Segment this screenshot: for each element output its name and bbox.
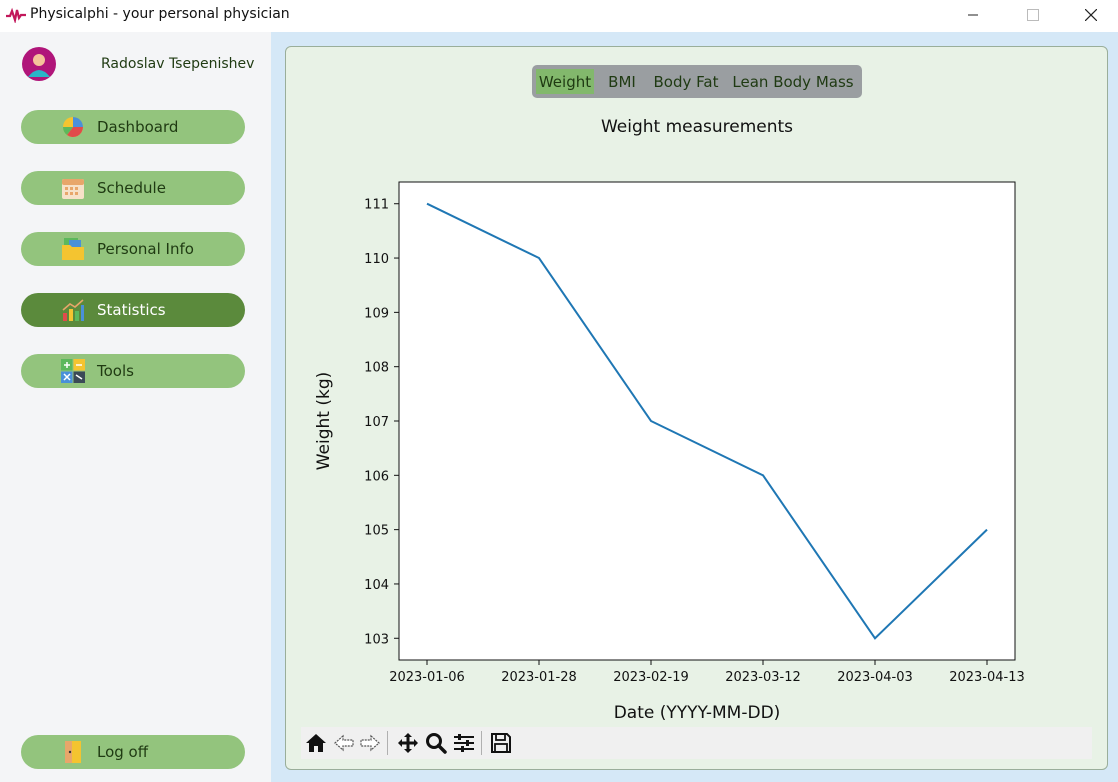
- sidebar: Radoslav Tsepenishev Dashboard Schedule …: [0, 32, 271, 782]
- window-title: Physicalphi - your personal physician: [30, 6, 290, 22]
- sidebar-item-label: Schedule: [97, 179, 166, 197]
- user-name: Radoslav Tsepenishev: [101, 56, 255, 72]
- close-icon: [1085, 9, 1097, 21]
- y-tick-label: 107: [364, 415, 389, 430]
- bar-chart-icon: [62, 299, 84, 321]
- tab-lean-body-mass[interactable]: Lean Body Mass: [732, 72, 854, 91]
- y-tick-label: 111: [364, 198, 389, 213]
- weight-chart: Weight measurements 10310410510610710810…: [314, 117, 1025, 723]
- weight-series-line: [426, 202, 988, 640]
- save-button[interactable]: [488, 731, 514, 755]
- home-icon: [306, 734, 326, 752]
- sidebar-item-schedule[interactable]: Schedule: [21, 171, 245, 205]
- door-icon: [65, 741, 81, 763]
- y-tick-label: 110: [364, 252, 389, 267]
- forward-arrow-icon: [360, 734, 380, 752]
- configure-button[interactable]: [451, 731, 477, 755]
- x-tick-label: 2023-04-13: [949, 670, 1025, 685]
- x-tick-label: 2023-03-12: [725, 670, 801, 685]
- tab-bmi[interactable]: BMI: [608, 72, 636, 91]
- sidebar-item-tools[interactable]: Tools: [21, 354, 245, 388]
- calculator-icon: [61, 359, 85, 383]
- tab-body-fat[interactable]: Body Fat: [653, 72, 719, 91]
- main-area: Weight BMI Body Fat Lean Body Mass Weigh…: [271, 32, 1118, 782]
- pie-chart-icon: [63, 117, 83, 137]
- plot-area: [398, 181, 1016, 661]
- zoom-button[interactable]: [423, 731, 449, 755]
- configure-icon: [454, 734, 474, 752]
- plot-toolbar: [301, 727, 1092, 759]
- home-button[interactable]: [303, 731, 329, 755]
- pan-icon: [398, 733, 418, 753]
- calendar-icon: [62, 179, 84, 199]
- sidebar-item-label: Dashboard: [97, 118, 179, 136]
- avatar[interactable]: [22, 47, 56, 81]
- logoff-button[interactable]: Log off: [21, 735, 245, 769]
- sidebar-item-label: Tools: [97, 362, 134, 380]
- sidebar-item-personal-info[interactable]: Personal Info: [21, 232, 245, 266]
- x-axis: 2023-01-06 2023-01-28 2023-02-19 2023-03-12…: [389, 660, 1025, 685]
- chart-title: Weight measurements: [601, 117, 793, 137]
- toolbar-separator: [387, 731, 388, 755]
- close-button[interactable]: [1068, 0, 1114, 30]
- zoom-icon: [426, 733, 447, 754]
- maximize-icon: [1027, 9, 1039, 21]
- sidebar-item-label: Statistics: [97, 301, 166, 319]
- y-tick-label: 105: [364, 524, 389, 539]
- sidebar-item-dashboard[interactable]: Dashboard: [21, 110, 245, 144]
- tab-weight[interactable]: Weight: [536, 69, 594, 94]
- title-bar: Physicalphi - your personal physician: [0, 0, 1118, 32]
- x-tick-label: 2023-01-06: [389, 670, 465, 685]
- statistics-panel: Weight BMI Body Fat Lean Body Mass Weigh…: [285, 46, 1108, 770]
- y-axis: 103 104 105 106 107 108 109 110 111: [364, 198, 399, 647]
- forward-button[interactable]: [357, 731, 383, 755]
- y-tick-label: 109: [364, 306, 389, 321]
- pan-button[interactable]: [395, 731, 421, 755]
- minimize-icon: [968, 14, 978, 16]
- back-arrow-icon: [334, 734, 354, 752]
- sidebar-item-label: Personal Info: [97, 240, 194, 258]
- toolbar-separator: [481, 731, 482, 755]
- tab-bar: Weight BMI Body Fat Lean Body Mass: [532, 65, 862, 98]
- y-tick-label: 103: [364, 632, 389, 647]
- logoff-label: Log off: [97, 743, 149, 761]
- y-axis-label: Weight (kg): [314, 372, 334, 471]
- x-tick-label: 2023-04-03: [837, 670, 913, 685]
- app-logo-icon: [6, 7, 26, 23]
- sidebar-item-statistics[interactable]: Statistics: [21, 293, 245, 327]
- y-tick-label: 106: [364, 469, 389, 484]
- x-tick-label: 2023-02-19: [613, 670, 689, 685]
- back-button[interactable]: [331, 731, 357, 755]
- save-icon: [491, 733, 511, 753]
- minimize-button[interactable]: [950, 0, 996, 30]
- x-axis-label: Date (YYYY-MM-DD): [614, 703, 781, 723]
- y-tick-label: 108: [364, 361, 389, 376]
- folder-icon: [62, 238, 84, 260]
- maximize-button[interactable]: [1010, 0, 1056, 30]
- user-avatar-icon: [28, 54, 50, 77]
- y-tick-label: 104: [364, 578, 389, 593]
- x-tick-label: 2023-01-28: [501, 670, 577, 685]
